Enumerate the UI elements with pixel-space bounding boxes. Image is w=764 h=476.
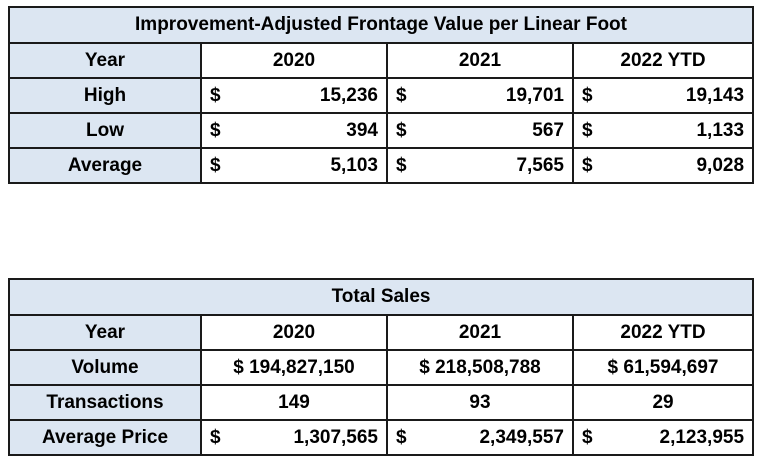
table-row: Low $394 $567 $1,133 (8, 112, 755, 149)
frontage-year-2020: 2020 (200, 42, 388, 79)
currency-symbol: $ (582, 84, 593, 106)
sales-table-title: Total Sales (7, 278, 755, 316)
table-row: Transactions 149 93 29 (8, 384, 755, 421)
currency-symbol: $ (396, 426, 407, 448)
volume-value: $ 61,594,697 (571, 349, 755, 386)
value-cell: $567 (386, 112, 574, 149)
sales-year-2022: 2022 YTD (571, 314, 755, 351)
value-cell: $15,236 (200, 77, 388, 114)
transactions-value: 93 (386, 384, 574, 421)
table-row: High $15,236 $19,701 $19,143 (8, 77, 755, 114)
value-cell: $2,349,557 (386, 419, 574, 456)
value-cell: $394 (200, 112, 388, 149)
frontage-value-table: Improvement-Adjusted Frontage Value per … (7, 6, 755, 184)
currency-symbol: $ (396, 84, 407, 106)
value-cell: $9,028 (571, 147, 755, 184)
value-cell: $5,103 (200, 147, 388, 184)
currency-symbol: $ (210, 84, 221, 106)
row-label-average: Average (8, 147, 202, 184)
row-label-transactions: Transactions (8, 384, 202, 421)
value-cell: $2,123,955 (571, 419, 755, 456)
volume-value: $ 218,508,788 (386, 349, 574, 386)
value-number: 394 (346, 119, 378, 141)
row-label-average-price: Average Price (8, 419, 202, 456)
row-label-high: High (8, 77, 202, 114)
sales-year-label: Year (8, 314, 202, 351)
currency-symbol: $ (210, 426, 221, 448)
row-label-volume: Volume (8, 349, 202, 386)
value-cell: $19,701 (386, 77, 574, 114)
frontage-year-2021: 2021 (386, 42, 574, 79)
frontage-year-2022: 2022 YTD (571, 42, 755, 79)
value-number: 19,701 (505, 84, 564, 106)
value-number: 1,133 (696, 119, 745, 141)
table-row: Average Price $1,307,565 $2,349,557 $2,1… (8, 419, 755, 456)
frontage-table-title: Improvement-Adjusted Frontage Value per … (7, 6, 755, 44)
sales-year-2020: 2020 (200, 314, 388, 351)
value-number: 2,123,955 (659, 426, 745, 448)
currency-symbol: $ (396, 119, 407, 141)
frontage-year-label: Year (8, 42, 202, 79)
value-number: 15,236 (319, 84, 378, 106)
currency-symbol: $ (210, 154, 221, 176)
value-cell: $7,565 (386, 147, 574, 184)
value-cell: $1,307,565 (200, 419, 388, 456)
value-number: 7,565 (516, 154, 564, 176)
value-number: 2,349,557 (479, 426, 564, 448)
sales-year-2021: 2021 (386, 314, 574, 351)
value-number: 9,028 (696, 154, 745, 176)
currency-symbol: $ (582, 119, 593, 141)
value-number: 19,143 (685, 84, 745, 106)
volume-value: $ 194,827,150 (200, 349, 388, 386)
value-number: 567 (532, 119, 564, 141)
row-label-low: Low (8, 112, 202, 149)
transactions-value: 149 (200, 384, 388, 421)
value-number: 1,307,565 (293, 426, 378, 448)
value-number: 5,103 (330, 154, 378, 176)
currency-symbol: $ (582, 154, 593, 176)
table-row: Average $5,103 $7,565 $9,028 (8, 147, 755, 184)
currency-symbol: $ (582, 426, 593, 448)
transactions-value: 29 (571, 384, 755, 421)
total-sales-table: Total Sales Year 2020 2021 2022 YTD Volu… (7, 278, 755, 456)
value-cell: $19,143 (571, 77, 755, 114)
currency-symbol: $ (210, 119, 221, 141)
value-cell: $1,133 (571, 112, 755, 149)
table-row: Volume $ 194,827,150 $ 218,508,788 $ 61,… (8, 349, 755, 386)
currency-symbol: $ (396, 154, 407, 176)
